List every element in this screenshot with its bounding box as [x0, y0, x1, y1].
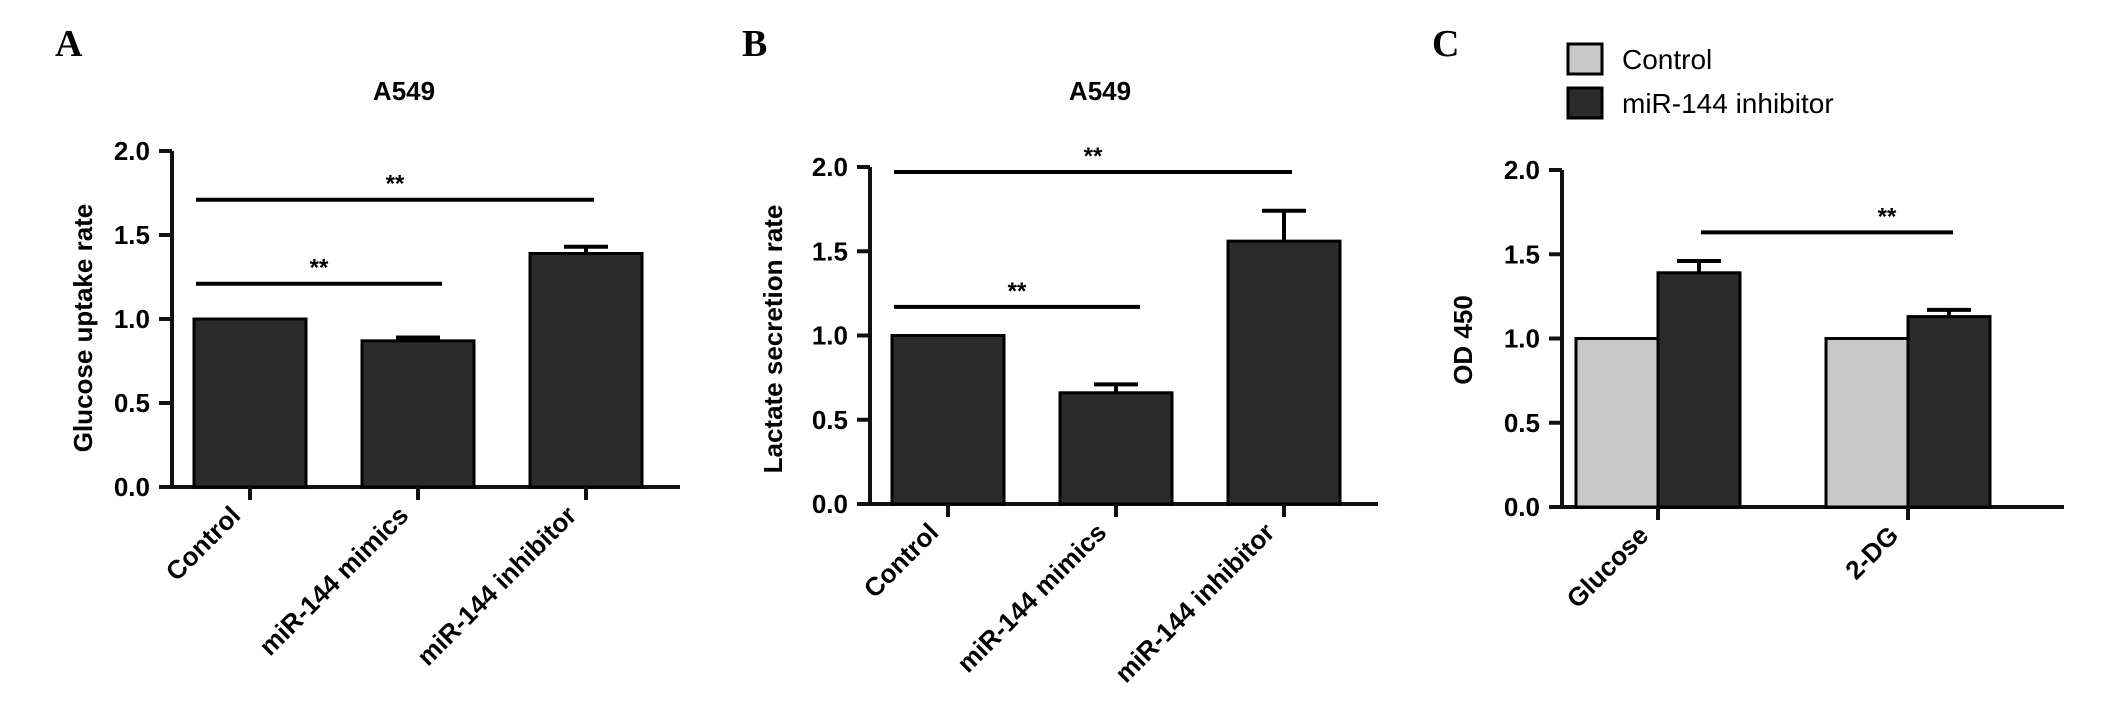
x-tick-label: miR-144 mimics [951, 517, 1112, 678]
bars-c [1574, 258, 1992, 509]
legend: Control miR-144 inhibitor [1566, 42, 1834, 120]
legend-swatch-control [1566, 42, 1604, 76]
y-axis-title-b: Lactate secretion rate [758, 205, 788, 474]
y-tick-label: 2.0 [1504, 155, 1540, 185]
significance-label: ** [1008, 278, 1027, 305]
significance-label: ** [1878, 203, 1897, 230]
panel-letter-b: B [742, 23, 767, 65]
y-axis-title-c: OD 450 [1448, 295, 1478, 385]
significance-label: ** [1084, 143, 1103, 170]
bar [890, 334, 1006, 506]
panel-c: C Control miR-144 inhibitor OD 450 0.00.… [1432, 23, 2064, 614]
y-tick-label: 0.0 [114, 472, 150, 502]
panel-b: B A549 Lactate secretion rate 0.0 0.5 1.0 1… [742, 23, 1378, 688]
y-tick-label: 0.5 [114, 388, 150, 418]
bar [1226, 239, 1342, 506]
significance-b: ** ** [894, 143, 1292, 309]
y-axis-title-a: Glucose uptake rate [68, 204, 98, 453]
panel-a: A A549 Glucose uptake rate 0.0 0.5 1.0 1.5 2… [55, 23, 680, 671]
x-tick-label: miR-144 mimics [253, 500, 414, 661]
y-tick-label: 1.5 [812, 236, 848, 266]
panel-letter-c: C [1432, 23, 1459, 65]
bar [360, 339, 476, 489]
y-ticks-b: 0.0 0.5 1.0 1.5 2.0 [812, 152, 870, 519]
legend-swatch-inhibitor [1566, 86, 1604, 120]
y-tick-label: 2.0 [812, 152, 848, 182]
y-tick-label: 1.5 [114, 220, 150, 250]
panel-letter-a: A [55, 23, 83, 65]
bar [1058, 391, 1174, 506]
y-tick-label: 0.5 [812, 405, 848, 435]
legend-label-control: Control [1622, 44, 1712, 75]
y-tick-label: 1.5 [1504, 239, 1540, 269]
bar [528, 251, 644, 489]
bar [1574, 337, 1660, 509]
chart-title-b: A549 [1069, 76, 1131, 106]
x-ticks-c: Glucose 2-DG [1560, 507, 1910, 614]
x-tick-label: Control [160, 500, 247, 587]
significance-label: ** [386, 171, 405, 198]
x-tick-label: Glucose [1560, 520, 1654, 614]
y-ticks-c: 0.0 0.5 1.0 1.5 2.0 [1504, 155, 1562, 522]
x-tick-label: miR-144 inhibitor [1109, 517, 1280, 688]
y-tick-label: 1.0 [1504, 324, 1540, 354]
x-tick-label: 2-DG [1839, 520, 1904, 585]
significance-c: ** [1701, 203, 1953, 235]
y-ticks-a: 0.0 0.5 1.0 1.5 2.0 [114, 136, 172, 502]
y-tick-label: 0.5 [1504, 408, 1540, 438]
bars-b [890, 208, 1342, 506]
y-tick-label: 1.0 [812, 321, 848, 351]
bar [1824, 337, 1910, 509]
bar [1656, 271, 1742, 509]
bar [192, 317, 308, 489]
y-tick-label: 0.0 [1504, 492, 1540, 522]
significance-a: ** ** [196, 171, 594, 286]
bar [1906, 315, 1992, 509]
y-tick-label: 1.0 [114, 304, 150, 334]
significance-label: ** [310, 255, 329, 282]
x-tick-label: miR-144 inhibitor [411, 500, 582, 671]
chart-title-a: A549 [373, 76, 435, 106]
x-tick-label: Control [858, 517, 945, 604]
y-tick-label: 2.0 [114, 136, 150, 166]
y-tick-label: 0.0 [812, 489, 848, 519]
legend-label-inhibitor: miR-144 inhibitor [1622, 88, 1834, 119]
